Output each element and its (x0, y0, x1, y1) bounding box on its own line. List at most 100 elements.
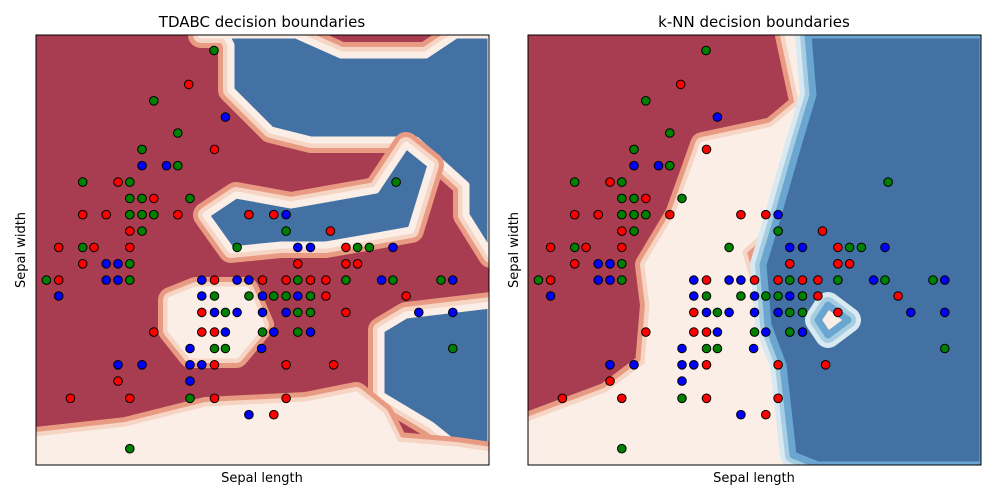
data-point-red (689, 327, 699, 337)
data-point-red (617, 226, 627, 236)
data-point-red (89, 242, 99, 253)
data-point-green (125, 275, 135, 285)
y-axis-label-knn: Sepal width (507, 212, 522, 288)
data-point-green (773, 291, 783, 301)
data-point-blue (689, 291, 699, 301)
data-point-red (341, 307, 351, 318)
data-point-green (701, 45, 711, 56)
data-point-green (448, 343, 458, 354)
data-point-blue (689, 360, 699, 370)
data-point-red (77, 209, 88, 220)
data-point-red (545, 242, 556, 253)
data-point-green (712, 307, 723, 318)
data-point-red (813, 275, 823, 285)
data-point-blue (185, 376, 195, 386)
data-point-red (689, 307, 699, 318)
data-point-green (364, 242, 375, 253)
data-point-green (77, 177, 88, 187)
data-point-red (321, 291, 331, 301)
data-point-green (844, 242, 855, 253)
data-point-blue (256, 343, 267, 354)
data-point-green (185, 193, 195, 204)
data-point-blue (773, 209, 783, 220)
data-point-green (617, 193, 627, 204)
data-point-red (53, 275, 64, 285)
data-point-red (813, 291, 823, 301)
data-point-red (197, 327, 207, 337)
data-point-green (701, 343, 712, 354)
data-point-green (712, 343, 723, 354)
data-point-blue (785, 242, 795, 253)
data-point-red (281, 275, 291, 285)
data-point-green (137, 209, 147, 220)
data-point-green (617, 259, 627, 269)
data-point-green (125, 209, 135, 220)
data-point-green (125, 177, 135, 187)
data-point-green (220, 343, 231, 354)
data-point-blue (712, 112, 723, 122)
data-point-green (856, 242, 867, 253)
data-point-green (761, 291, 771, 301)
data-point-green (629, 144, 639, 155)
data-point-green (305, 307, 316, 318)
data-point-red (328, 360, 339, 370)
data-point-red (761, 209, 771, 220)
decision-region (528, 35, 822, 465)
data-point-green (797, 291, 808, 301)
data-point-green (883, 177, 893, 187)
data-point-red (641, 193, 651, 204)
points-tdabc (41, 45, 458, 454)
data-point-red (325, 226, 336, 236)
data-point-red (113, 376, 123, 386)
data-point-red (785, 259, 795, 269)
data-point-red (833, 259, 843, 269)
data-point-green (773, 226, 783, 236)
data-point-red (125, 226, 135, 236)
decision-region (197, 35, 489, 258)
data-point-blue (868, 275, 879, 285)
data-point-red (593, 209, 604, 220)
data-point-red (641, 327, 651, 337)
data-point-red (773, 360, 783, 370)
data-point-blue (161, 160, 172, 171)
data-point-red (605, 177, 615, 187)
data-point-green (629, 209, 639, 220)
data-point-blue (305, 327, 316, 337)
data-point-green (388, 275, 398, 285)
data-point-red (293, 259, 303, 269)
x-axis-label-tdabc: Sepal length (221, 471, 303, 486)
data-point-red (773, 393, 783, 404)
data-point-green (617, 209, 627, 220)
data-point-blue (724, 307, 734, 318)
data-point-blue (605, 275, 615, 285)
data-point-green (797, 307, 808, 318)
decision-region (167, 286, 265, 359)
data-point-red (209, 144, 220, 155)
decision-regions-knn (528, 35, 981, 465)
data-point-blue (677, 343, 687, 354)
data-point-blue (53, 291, 64, 301)
data-point-green (940, 343, 950, 354)
data-point-blue (689, 275, 699, 285)
data-point-blue (736, 409, 746, 420)
data-point-green (785, 307, 795, 318)
data-point-red (761, 409, 771, 420)
data-point-blue (629, 160, 639, 171)
data-point-red (269, 409, 279, 420)
data-point-green (293, 275, 303, 285)
data-point-green (185, 393, 195, 404)
data-point-red (665, 209, 675, 220)
data-point-red (197, 307, 207, 318)
data-point-blue (305, 242, 316, 253)
data-point-red (183, 79, 194, 90)
panel-knn: k-NN decision boundaries Sepal length Se… (507, 13, 982, 486)
data-point-green (880, 275, 890, 285)
decision-region (36, 391, 489, 465)
data-point-blue (736, 275, 746, 285)
data-point-blue (388, 242, 398, 253)
data-point-red (209, 360, 220, 370)
data-point-red (773, 275, 783, 285)
data-point-red (675, 79, 686, 90)
data-point-blue (209, 307, 220, 318)
data-point-green (928, 275, 938, 285)
